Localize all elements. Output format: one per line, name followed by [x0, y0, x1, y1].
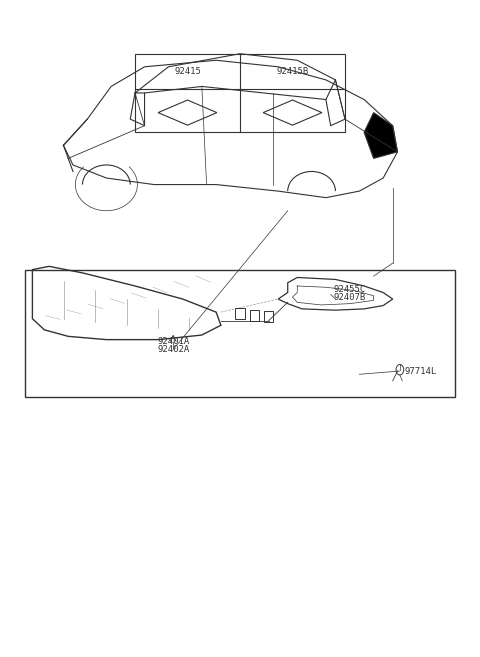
Polygon shape [364, 112, 397, 158]
Bar [25, 269, 455, 397]
Bar [264, 311, 274, 322]
Text: 92415: 92415 [174, 67, 201, 76]
Bar [250, 310, 259, 321]
Text: 92415B: 92415B [276, 67, 309, 76]
Bar [135, 54, 345, 132]
Text: 97714L: 97714L [405, 367, 437, 376]
Bar [235, 308, 245, 319]
Text: 92401A: 92401A [157, 337, 189, 346]
Text: 92455C: 92455C [333, 284, 365, 294]
Text: 92402A: 92402A [157, 345, 189, 354]
Text: 92407B: 92407B [333, 292, 365, 302]
